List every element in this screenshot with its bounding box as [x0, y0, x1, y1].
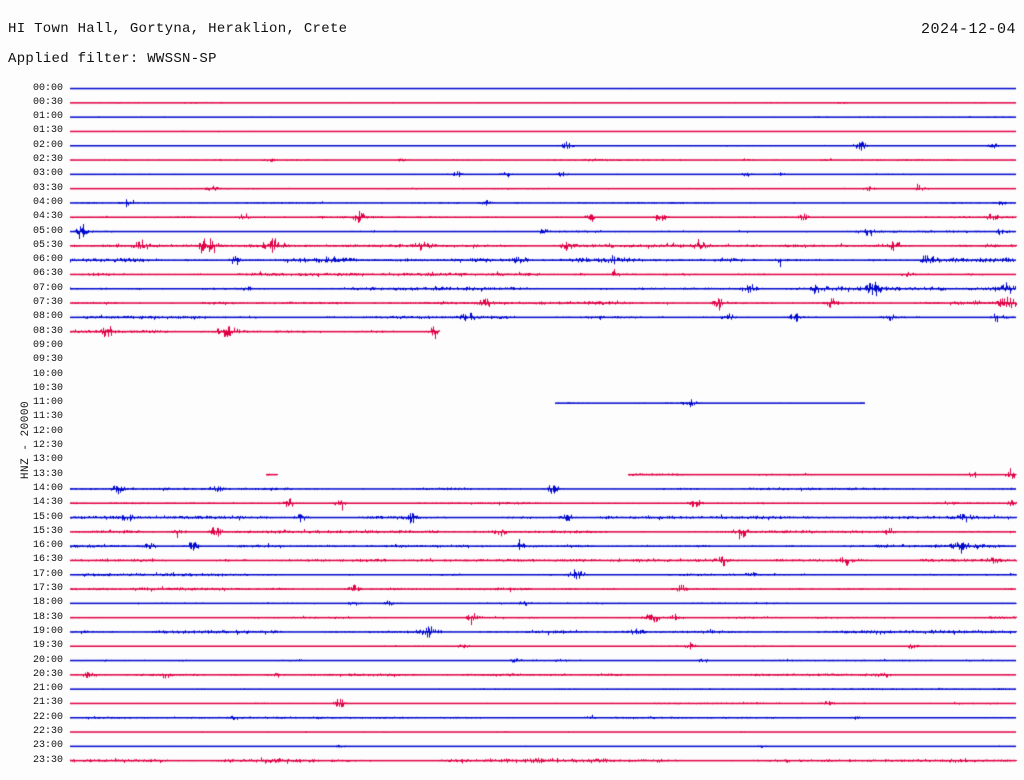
time-label: 03:00	[32, 168, 63, 180]
time-label: 14:00	[32, 482, 63, 494]
time-label: 11:00	[32, 397, 63, 409]
time-label: 05:00	[32, 225, 63, 237]
plot-date: 2024-12-04	[920, 21, 1016, 38]
time-label: 21:00	[32, 683, 63, 695]
time-label: 22:00	[32, 711, 63, 723]
time-label: 19:00	[32, 625, 63, 637]
time-label: 16:30	[32, 554, 63, 566]
time-label: 15:00	[32, 511, 63, 523]
time-label: 20:00	[32, 654, 63, 666]
time-label: 20:30	[32, 668, 63, 680]
time-label: 09:00	[32, 339, 63, 351]
time-label: 03:30	[32, 182, 63, 194]
time-label: 12:00	[32, 425, 63, 437]
time-label: 00:30	[32, 96, 63, 108]
time-label: 07:00	[32, 282, 63, 294]
time-label: 09:30	[32, 354, 63, 366]
time-label: 14:30	[32, 497, 63, 509]
time-label: 08:00	[32, 311, 63, 323]
time-label: 06:00	[32, 254, 63, 266]
time-label: 11:30	[32, 411, 63, 423]
applied-filter-label: Applied filter: WWSSN-SP	[8, 51, 217, 67]
time-label: 06:30	[32, 268, 63, 280]
time-label: 19:30	[32, 640, 63, 652]
time-label: 18:30	[32, 611, 63, 623]
station-title: HI Town Hall, Gortyna, Heraklion, Crete	[8, 21, 348, 37]
time-label: 01:00	[32, 111, 63, 123]
time-label: 23:00	[32, 740, 63, 752]
time-label: 17:30	[32, 583, 63, 594]
time-label: 07:30	[32, 297, 63, 308]
time-label: 18:00	[32, 597, 63, 609]
time-label: 12:30	[32, 440, 63, 451]
time-label: 02:30	[32, 154, 63, 165]
time-label: 13:30	[32, 468, 63, 480]
time-label: 17:00	[32, 568, 63, 580]
time-label: 01:30	[32, 125, 63, 137]
time-label: 00:00	[32, 82, 63, 94]
time-label: 22:30	[32, 726, 63, 737]
time-label: 21:30	[32, 697, 63, 709]
time-label: 15:30	[32, 525, 63, 537]
time-label: 10:00	[32, 368, 63, 380]
time-label: 05:30	[32, 239, 63, 251]
time-label: 16:00	[32, 540, 63, 552]
time-label: 04:00	[32, 196, 63, 208]
time-label: 23:30	[32, 754, 63, 766]
time-label: 08:30	[32, 325, 63, 337]
time-label: 13:00	[32, 454, 63, 466]
time-label: 02:00	[32, 139, 63, 151]
time-label: 10:30	[32, 382, 63, 394]
time-label: 04:30	[32, 211, 63, 223]
